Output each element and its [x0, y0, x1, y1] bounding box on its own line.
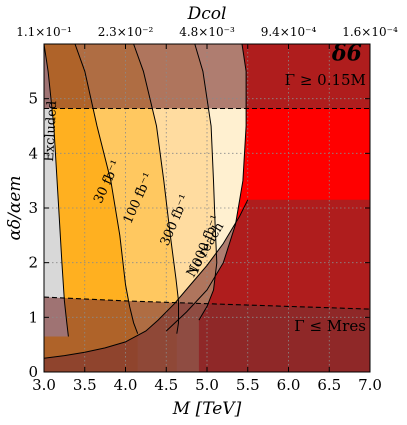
y-tick-label: 5	[28, 90, 38, 108]
region-excluded	[44, 44, 69, 337]
contour-line-reach-1000	[165, 44, 247, 332]
lower-edge-line	[44, 199, 249, 359]
x-tick-label: 6.0	[277, 376, 301, 394]
top-tick-label: 9.4×10⁻⁴	[261, 25, 317, 39]
y-tick-label: 2	[28, 254, 38, 272]
contour-line-reach-30	[74, 44, 139, 334]
y-axis-title: αδ/αem	[5, 175, 25, 240]
top-tick-label: 2.3×10⁻²	[98, 25, 154, 39]
upper-width-label: Γ ≥ 0.15M	[285, 71, 366, 89]
lower-width-label: Γ ≤ Mres	[294, 317, 366, 335]
x-tick-label: 7.0	[358, 376, 382, 394]
lower-width-line	[44, 296, 370, 310]
x-tick-label: 3.0	[32, 376, 56, 394]
contour-line-excluded	[44, 44, 69, 337]
y-tick-label: 0	[28, 363, 38, 381]
contour-line-reach-300	[194, 44, 218, 321]
x-axis: 3.0 3.5 4.0 4.5 5.0 5.5 6.0 6.5 7.0	[32, 44, 382, 394]
top-tick-label: 4.8×10⁻³	[179, 25, 235, 39]
x-axis-title: M [TeV]	[172, 399, 242, 419]
contour-line-reach-100	[133, 44, 179, 334]
x-tick-label: 5.5	[236, 376, 260, 394]
contour-lines	[44, 44, 370, 359]
x-tick-label: 4.0	[114, 376, 138, 394]
excluded-label: Excluded	[42, 100, 60, 162]
region-reach-30	[44, 44, 138, 372]
top-axis: 1.1×10⁻¹ 2.3×10⁻² 4.8×10⁻³ 9.4×10⁻⁴ 1.6×10⁻⁴	[16, 25, 398, 39]
x-tick-label: 3.5	[73, 376, 97, 394]
y-tick-label: 3	[28, 199, 38, 217]
y-tick-label: 1	[28, 308, 38, 326]
grid-lines	[44, 44, 370, 372]
top-tick-label: 1.1×10⁻¹	[16, 25, 72, 39]
x-tick-label: 4.5	[154, 376, 178, 394]
top-axis-title: Dcol	[187, 4, 227, 24]
top-tick-label: 1.6×10⁻⁴	[342, 25, 398, 39]
y-axis: 0 1 2 3 4 5	[28, 90, 370, 381]
y-tick-label: 4	[28, 144, 38, 162]
panel-label: δ6	[331, 40, 362, 66]
x-tick-label: 5.0	[195, 376, 219, 394]
x-tick-label: 6.5	[317, 376, 341, 394]
